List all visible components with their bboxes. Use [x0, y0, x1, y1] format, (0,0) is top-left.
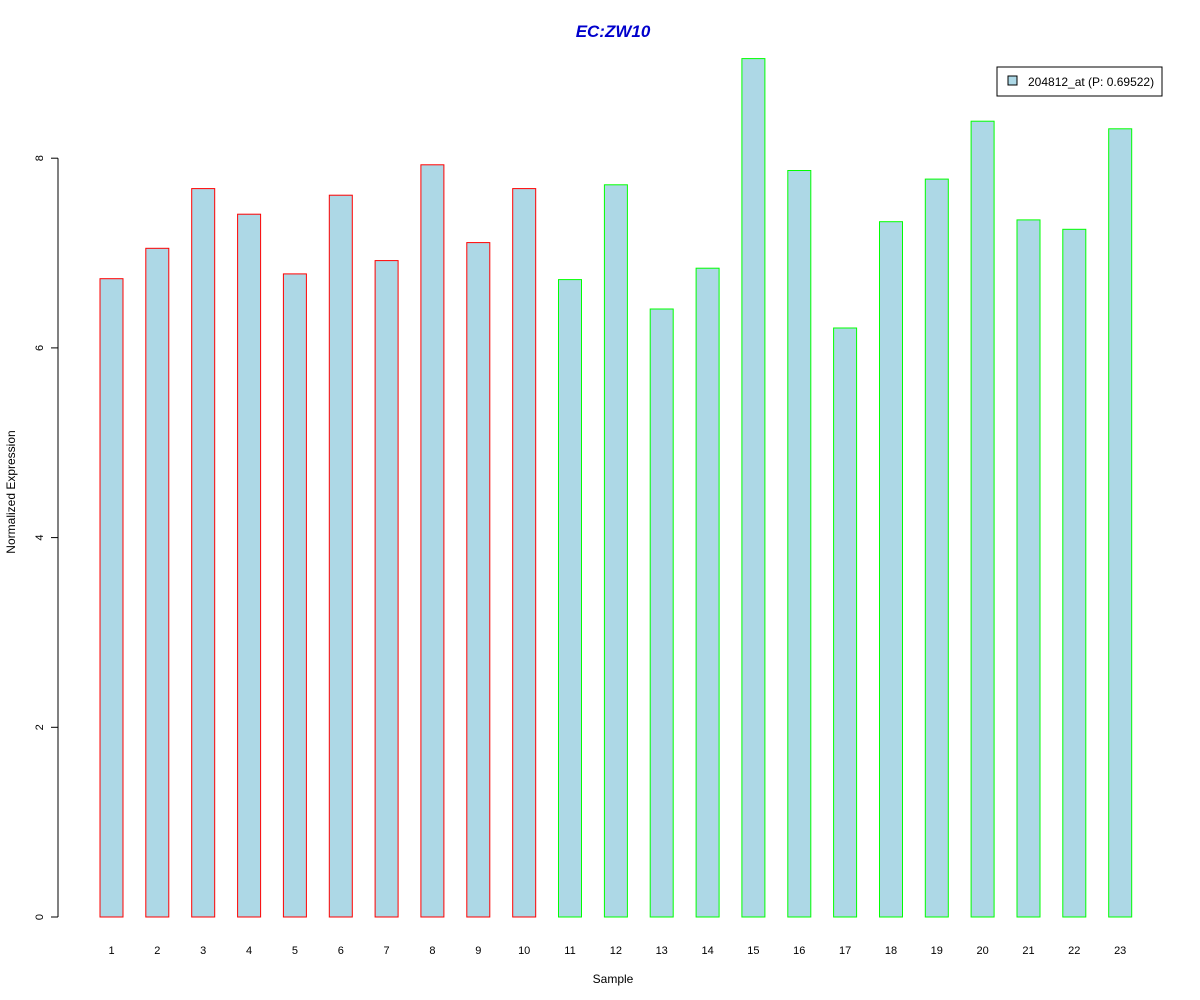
x-tick-label: 23 [1114, 945, 1126, 957]
bar-sample-14 [695, 267, 720, 918]
y-tick-label: 4 [34, 535, 46, 541]
bar-sample-9 [466, 242, 491, 918]
y-tick-label: 6 [34, 345, 46, 351]
bar-sample-12 [603, 184, 628, 918]
x-tick-label: 13 [656, 945, 668, 957]
x-tick-label: 8 [429, 945, 435, 957]
x-tick-label: 15 [747, 945, 759, 957]
bars-group [99, 58, 1133, 918]
x-tick-label: 2 [154, 945, 160, 957]
bar-sample-21 [1016, 219, 1041, 918]
bar-sample-6 [328, 194, 353, 918]
bar-sample-5 [282, 273, 307, 918]
bar-sample-22 [1062, 228, 1087, 918]
legend-label: 204812_at (P: 0.69522) [1028, 75, 1154, 89]
bar-sample-23 [1108, 128, 1133, 918]
y-tick-label: 2 [34, 724, 46, 730]
bar-sample-1 [99, 278, 124, 918]
bar-sample-15 [741, 58, 766, 918]
x-tick-label: 6 [338, 945, 344, 957]
x-tick-label: 20 [976, 945, 988, 957]
chart-title: EC:ZW10 [576, 22, 651, 41]
y-tick-label: 0 [34, 914, 46, 920]
x-tick-label: 7 [384, 945, 390, 957]
bar-sample-8 [420, 164, 445, 918]
bar-sample-17 [833, 327, 858, 918]
bar-sample-18 [879, 221, 903, 918]
bar-sample-11 [558, 279, 582, 918]
x-tick-label: 16 [793, 945, 805, 957]
bar-sample-7 [374, 260, 399, 918]
bar-sample-19 [924, 178, 949, 918]
y-tick-label: 8 [34, 155, 46, 161]
bar-sample-4 [237, 213, 262, 918]
x-tick-label: 17 [839, 945, 851, 957]
legend: 204812_at (P: 0.69522) [996, 66, 1163, 97]
x-tick-label: 19 [931, 945, 943, 957]
y-axis: 0 2 4 6 8 [34, 155, 59, 920]
x-tick-label: 4 [246, 945, 252, 957]
bar-sample-3 [191, 188, 216, 918]
x-tick-label: 12 [610, 945, 622, 957]
legend-swatch [1007, 75, 1018, 86]
bar-sample-13 [649, 308, 674, 918]
bar-sample-20 [970, 120, 995, 918]
x-tick-label: 14 [701, 945, 713, 957]
x-axis-label: Sample [593, 972, 634, 986]
bar-sample-16 [787, 170, 812, 918]
x-tick-label: 9 [475, 945, 481, 957]
y-axis-label: Normalized Expression [4, 430, 18, 553]
x-tick-labels: 1 2 3 4 5 6 7 8 9 10 11 12 13 14 15 16 17 18 19 20 21 22 23 [108, 945, 1126, 957]
bar-sample-10 [512, 188, 537, 918]
x-tick-label: 10 [518, 945, 530, 957]
x-tick-label: 21 [1022, 945, 1034, 957]
x-tick-label: 1 [108, 945, 114, 957]
bar-sample-2 [145, 247, 170, 918]
x-tick-label: 5 [292, 945, 298, 957]
x-tick-label: 3 [200, 945, 206, 957]
x-tick-label: 22 [1068, 945, 1080, 957]
legend-box [996, 66, 1163, 97]
x-tick-label: 11 [564, 945, 575, 957]
x-tick-label: 18 [885, 945, 897, 957]
